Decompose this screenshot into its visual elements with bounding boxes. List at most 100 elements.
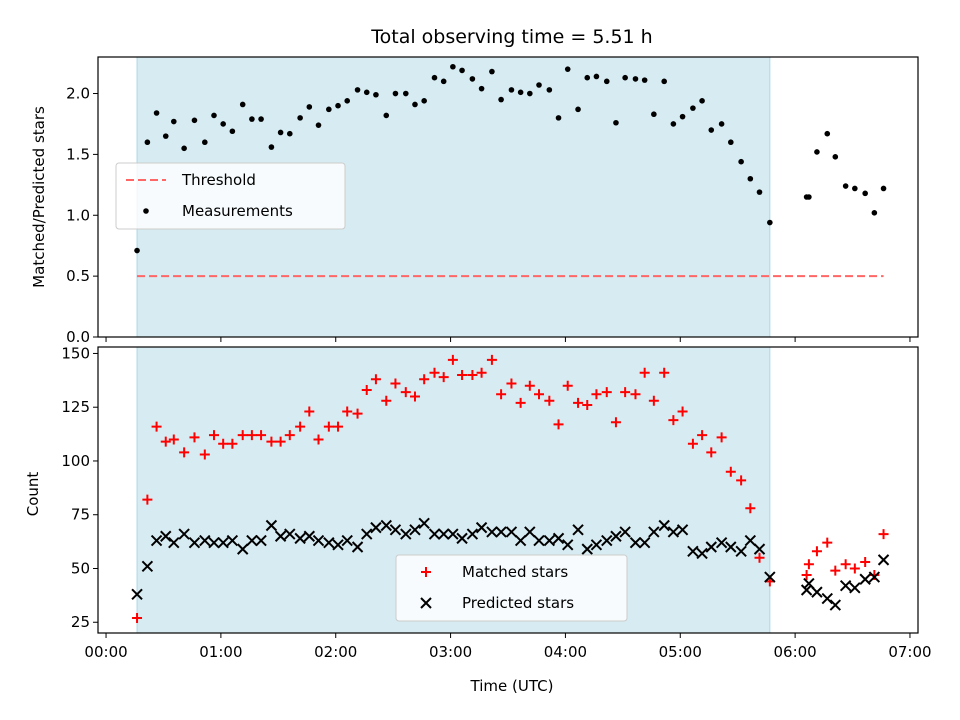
data-point (429, 367, 440, 378)
data-point (811, 546, 822, 557)
y-tick-label: 125 (61, 398, 90, 416)
data-point (141, 560, 154, 573)
data-point (456, 532, 468, 545)
data-point (400, 387, 411, 398)
data-point (168, 434, 179, 445)
legend: Matched stars Predicted stars (395, 554, 628, 622)
data-point (313, 434, 324, 445)
data-point (218, 438, 229, 449)
series-matched-stars (132, 354, 889, 623)
data-point (515, 397, 526, 408)
data-point (144, 139, 151, 146)
data-point (581, 543, 593, 555)
data-point (486, 354, 497, 365)
data-point (524, 380, 535, 391)
data-point (676, 524, 689, 536)
data-point (613, 119, 619, 126)
data-point (533, 534, 545, 547)
plot-frame (97, 346, 919, 634)
data-point (555, 115, 562, 121)
data-point (208, 430, 219, 441)
data-point (333, 421, 344, 432)
data-point (354, 87, 361, 93)
data-point (304, 406, 315, 417)
data-point (543, 534, 556, 547)
data-point (852, 185, 858, 192)
data-point (332, 539, 344, 551)
data-point (361, 528, 373, 540)
y-tick-label: 2.0 (66, 85, 90, 103)
data-point (648, 526, 660, 538)
data-point (217, 536, 229, 549)
data-point (418, 517, 430, 530)
data-point (275, 436, 286, 447)
data-point (188, 536, 201, 549)
legend-box (115, 162, 346, 230)
data-point (168, 536, 180, 549)
data-point (440, 78, 447, 85)
data-point (840, 559, 851, 570)
data-point (849, 582, 861, 594)
data-point (421, 98, 427, 104)
legend-x-swatch (420, 597, 432, 609)
data-point (469, 76, 476, 82)
data-point (478, 85, 485, 92)
data-point (489, 68, 495, 75)
data-point (738, 158, 744, 165)
y-tick-label: 50 (71, 559, 90, 577)
data-point (860, 557, 871, 568)
data-point (651, 111, 657, 118)
data-point (716, 432, 727, 443)
data-point (830, 565, 841, 576)
data-point (632, 76, 639, 82)
data-point (859, 573, 871, 585)
data-point (849, 563, 860, 574)
data-point (211, 112, 217, 119)
data-point (744, 534, 757, 547)
data-point (620, 387, 631, 398)
data-point (622, 74, 628, 81)
data-point (412, 101, 418, 108)
data-point (438, 372, 449, 383)
data-point (670, 121, 677, 127)
data-point (832, 154, 839, 160)
data-point (239, 101, 246, 108)
data-point (284, 430, 295, 441)
data-point (839, 579, 852, 592)
data-point (467, 369, 478, 380)
data-point (572, 524, 584, 536)
data-point (814, 149, 820, 155)
data-point (246, 430, 257, 441)
data-point (181, 145, 187, 152)
data-point (150, 534, 163, 547)
data-point (747, 175, 754, 182)
data-point (199, 449, 210, 460)
data-point (552, 532, 565, 545)
data-point (603, 78, 610, 85)
data-point (524, 526, 536, 538)
data-point (284, 528, 296, 540)
data-point (639, 367, 650, 378)
data-point (381, 395, 392, 406)
data-point (824, 130, 831, 137)
data-point (593, 73, 600, 80)
x-tick-label: 04:00 (544, 643, 587, 661)
bottom-panel: 00:00 01:00 02:00 03:00 04:00 05:00 06:00 07:00… (61, 344, 931, 661)
data-point (202, 139, 208, 146)
data-point (255, 534, 267, 547)
data-point (690, 105, 696, 111)
data-point (373, 91, 379, 98)
data-point (661, 78, 667, 85)
data-point (286, 130, 293, 137)
data-point (756, 189, 763, 195)
data-point (229, 128, 236, 135)
data-point (274, 530, 287, 542)
data-point (658, 519, 670, 532)
bottom-y-axis-label: Count (24, 472, 42, 517)
data-point (803, 559, 814, 570)
data-point (475, 521, 488, 534)
data-point (265, 519, 278, 532)
data-point (544, 395, 555, 406)
data-point (677, 406, 688, 417)
